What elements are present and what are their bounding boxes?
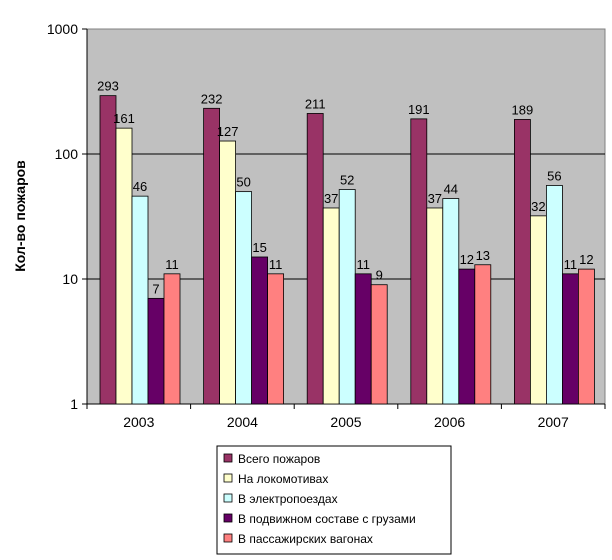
data-label: 7 (152, 281, 159, 296)
bar (306, 113, 324, 405)
data-label: 12 (579, 252, 593, 267)
data-label: 50 (236, 175, 250, 190)
x-axis: 2003 2004 2005 2006 2007 (86, 403, 606, 430)
legend-label: На локомотивах (238, 472, 328, 486)
y-axis: 1 10 100 1000 (47, 21, 88, 412)
bar (203, 107, 221, 405)
bar (338, 189, 356, 405)
legend-box (216, 445, 452, 555)
data-label: 44 (444, 182, 458, 197)
bar (514, 119, 531, 405)
bar (410, 118, 428, 405)
bar (578, 268, 595, 405)
x-tick-label: 2007 (538, 414, 569, 430)
data-label: 37 (428, 191, 442, 206)
data-label: 13 (476, 248, 490, 263)
y-tick-label: 10 (62, 271, 78, 287)
data-label: 232 (201, 91, 223, 106)
data-label: 161 (113, 111, 135, 126)
bar (458, 268, 476, 405)
legend-swatch (223, 533, 233, 543)
bar (546, 185, 563, 405)
x-tick-label: 2004 (227, 414, 258, 430)
bar (322, 207, 340, 405)
data-label: 12 (460, 252, 474, 267)
y-tick-label: 100 (55, 146, 79, 162)
legend-label: Всего пожаров (238, 452, 320, 466)
x-tick-label: 2005 (330, 414, 361, 430)
data-label: 293 (97, 79, 119, 94)
legend-swatch (223, 513, 233, 523)
bar (267, 273, 285, 405)
data-label: 191 (408, 102, 430, 117)
bar (163, 273, 181, 405)
bar (354, 273, 372, 405)
legend: Всего пожаров На локомотивах В электропоез… (216, 445, 452, 555)
bar (235, 191, 253, 405)
bar (370, 284, 388, 405)
bar (251, 256, 269, 405)
bar (131, 195, 149, 405)
legend-label: В пассажирских вагонах (238, 532, 373, 546)
bars (99, 95, 595, 405)
data-label: 211 (305, 96, 326, 111)
legend-label: В подвижном составе с грузами (238, 512, 416, 526)
data-label: 9 (376, 268, 383, 283)
data-labels: 293 232 211 191 189 161 127 37 37 32 46 50 52 44 56 7 15… (97, 79, 593, 297)
data-label: 127 (217, 124, 239, 139)
bar (147, 297, 165, 405)
data-label: 56 (547, 168, 561, 183)
legend-label: В электропоездах (238, 492, 338, 506)
legend-swatch (223, 453, 233, 463)
bar (562, 273, 579, 405)
data-label: 11 (356, 257, 370, 272)
bar (474, 264, 492, 405)
legend-swatch (223, 493, 233, 503)
x-tick-label: 2003 (123, 414, 154, 430)
bar (530, 215, 547, 405)
y-tick-label: 1000 (47, 21, 78, 37)
data-label: 46 (133, 179, 147, 194)
y-axis-label: Кол-во пожаров (12, 160, 28, 272)
legend-swatch (223, 473, 233, 483)
data-label: 189 (512, 102, 534, 117)
x-tick-label: 2006 (434, 414, 465, 430)
data-label: 11 (564, 257, 578, 272)
data-label: 11 (269, 257, 283, 272)
data-label: 32 (531, 199, 545, 214)
bar (426, 207, 444, 405)
data-label: 37 (324, 191, 338, 206)
bar (115, 127, 133, 405)
y-tick-label: 1 (70, 396, 78, 412)
bar (219, 140, 237, 405)
bar (442, 198, 460, 405)
data-label: 52 (340, 172, 354, 187)
bar (99, 95, 117, 405)
data-label: 15 (252, 240, 266, 255)
data-label: 11 (165, 257, 179, 272)
